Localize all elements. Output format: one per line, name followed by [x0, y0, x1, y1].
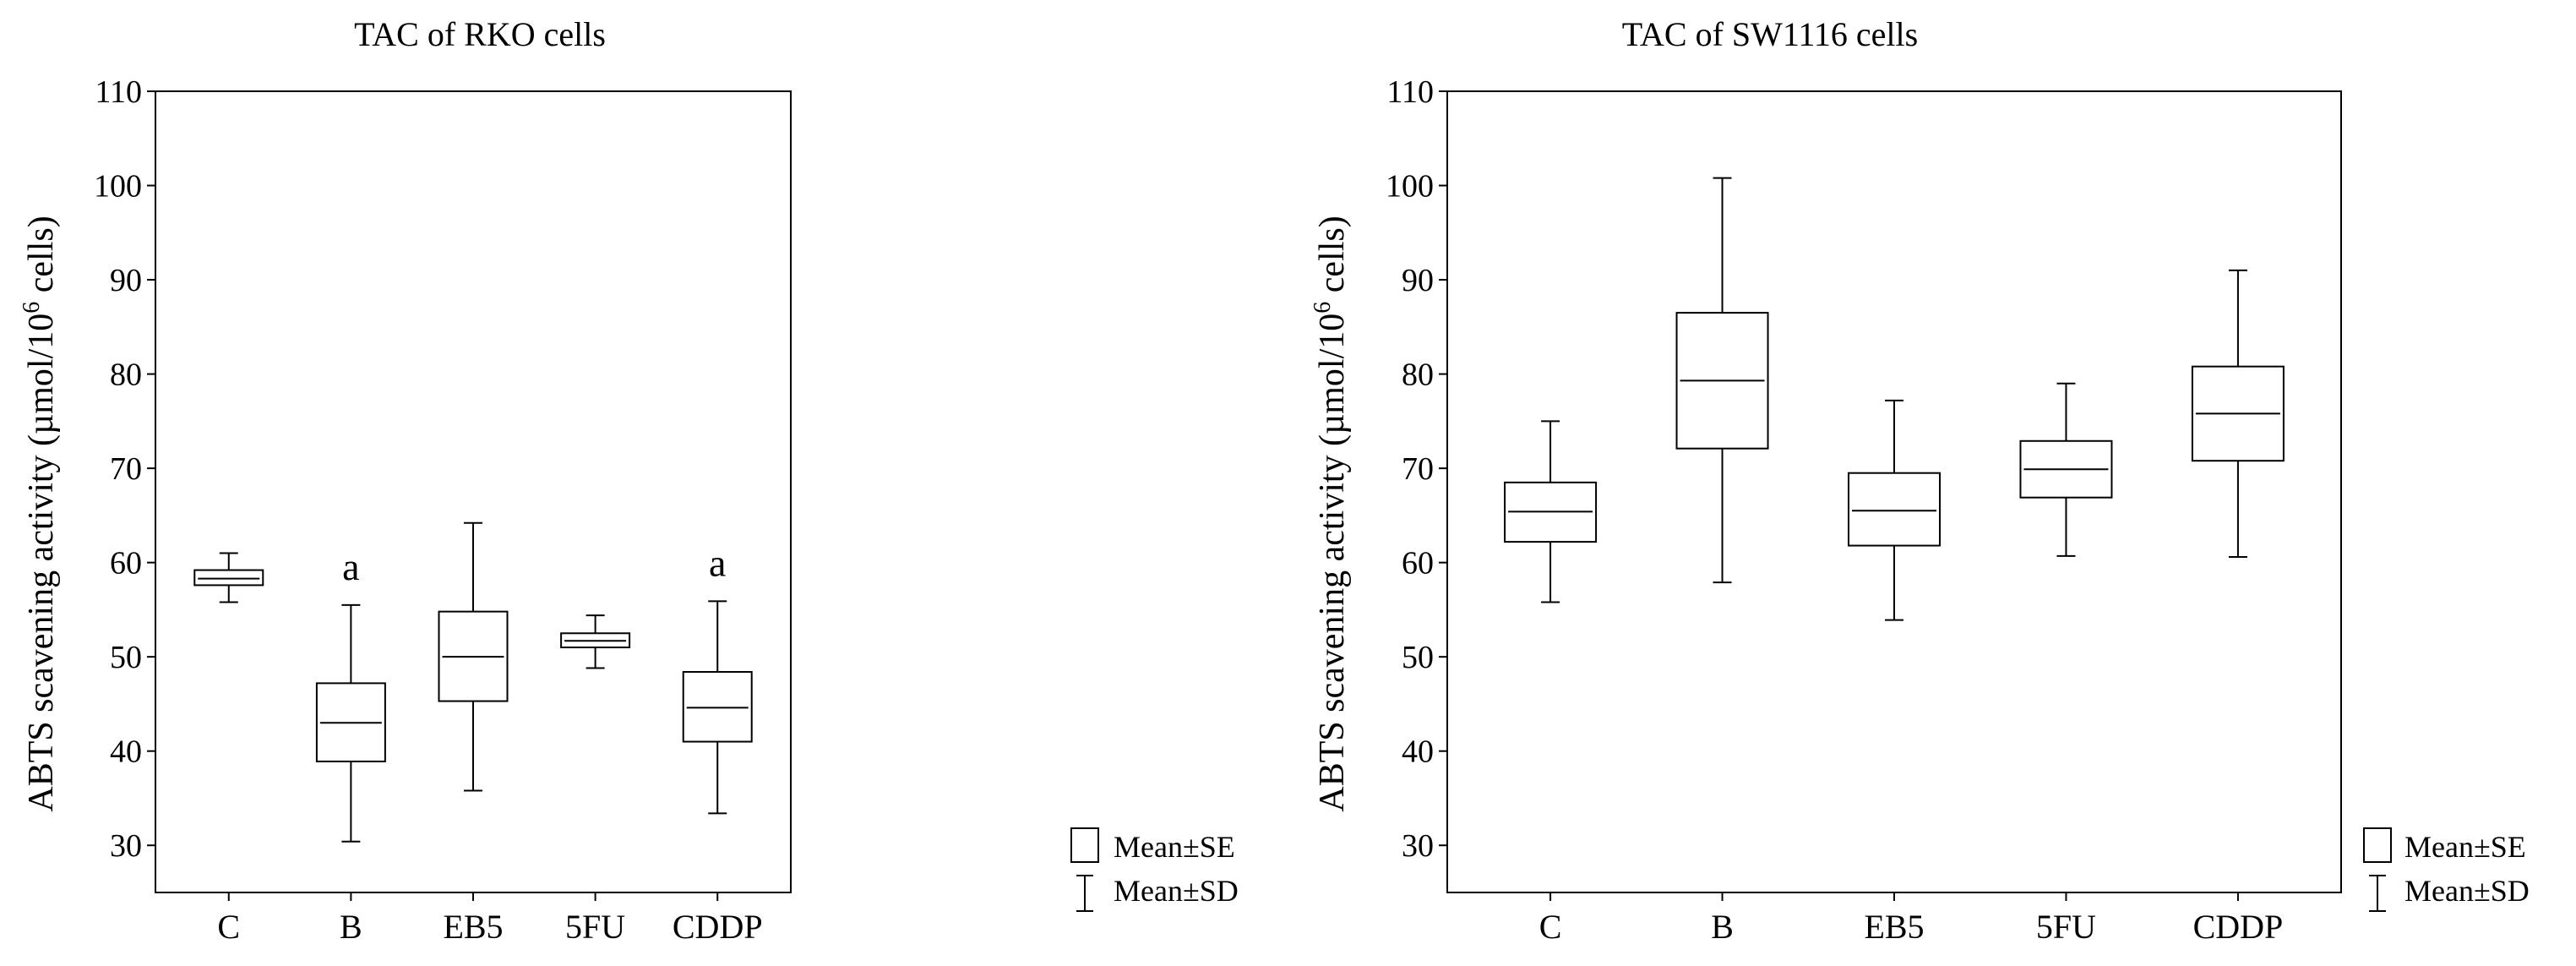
y-tick-label: 40: [110, 734, 142, 770]
x-tick-label: 5FU: [565, 908, 625, 946]
x-tick-label: C: [217, 908, 240, 946]
legend: Mean±SE Mean±SD: [2363, 827, 2530, 912]
y-tick-label: 50: [110, 640, 142, 675]
se-box: [193, 569, 264, 587]
y-axis-ticks: 30 40 50 60 70 80 90 100 110: [94, 74, 155, 864]
se-box: [682, 671, 753, 743]
y-tick-label: 30: [1402, 828, 1434, 864]
x-tick-label: EB5: [1864, 908, 1924, 946]
y-axis-label-superscript: 6: [19, 302, 45, 314]
boxes: [193, 521, 753, 843]
y-tick-label: 70: [110, 451, 142, 487]
legend-box-symbol: [2363, 827, 2392, 863]
legend: Mean±SE Mean±SD: [1070, 827, 1239, 912]
y-axis-label-suffix: cells): [22, 216, 61, 301]
y-tick-label: 100: [1386, 169, 1434, 205]
y-tick-label: 30: [110, 828, 142, 864]
x-tick-label: B: [340, 908, 362, 946]
y-tick-label: 90: [110, 263, 142, 298]
y-axis-label-prefix: ABTS scavening activity (µmol/10: [1313, 314, 1352, 812]
legend-box-symbol: [1070, 827, 1099, 863]
y-tick-label: 110: [1386, 74, 1434, 110]
y-tick-label: 110: [95, 74, 142, 110]
x-tick-label: CDDP: [2193, 908, 2284, 946]
chart-panel-rko: TAC of RKO cells ABTS scavening activity…: [19, 15, 1239, 946]
significance-label: a: [709, 541, 726, 584]
legend-sd-label: Mean±SD: [1114, 874, 1239, 908]
x-tick-label: CDDP: [673, 908, 763, 946]
chart-title: TAC of RKO cells: [354, 15, 606, 53]
y-axis-label-prefix: ABTS scavening activity (µmol/10: [22, 314, 61, 812]
y-tick-label: 80: [110, 357, 142, 393]
y-tick-label: 70: [1402, 451, 1434, 487]
y-tick-label: 50: [1402, 640, 1434, 675]
x-tick-label: EB5: [443, 908, 503, 946]
x-tick-label: C: [1539, 908, 1562, 946]
y-tick-label: 80: [1402, 357, 1434, 393]
chart-panel-sw1116: TAC of SW1116 cells ABTS scavening activ…: [1310, 15, 2530, 946]
y-axis-label: ABTS scavening activity (µmol/106 cells): [19, 216, 61, 811]
y-axis-ticks: 30 40 50 60 70 80 90 100 110: [1386, 74, 1447, 864]
y-tick-label: 100: [94, 169, 142, 205]
legend-sd-label: Mean±SD: [2404, 874, 2530, 908]
y-axis-label-suffix: cells): [1313, 216, 1352, 301]
y-tick-label: 40: [1402, 734, 1434, 770]
x-tick-label: B: [1711, 908, 1734, 946]
se-box: [1848, 472, 1941, 547]
y-tick-label: 60: [1402, 546, 1434, 581]
significance-label: a: [342, 545, 359, 588]
legend-se-label: Mean±SE: [1114, 830, 1235, 864]
y-tick-label: 90: [1402, 263, 1434, 298]
y-axis-label: ABTS scavening activity (µmol/106 cells): [1310, 216, 1352, 811]
x-axis-categories: C B EB5 5FU CDDP: [217, 892, 763, 946]
x-tick-label: 5FU: [2036, 908, 2096, 946]
legend-se-label: Mean±SE: [2404, 830, 2526, 864]
chart-title: TAC of SW1116 cells: [1622, 15, 1918, 53]
y-tick-label: 60: [110, 546, 142, 581]
boxes: [1504, 177, 2285, 621]
x-axis-categories: C B EB5 5FU CDDP: [1539, 892, 2284, 946]
y-axis-label-superscript: 6: [1310, 302, 1336, 314]
